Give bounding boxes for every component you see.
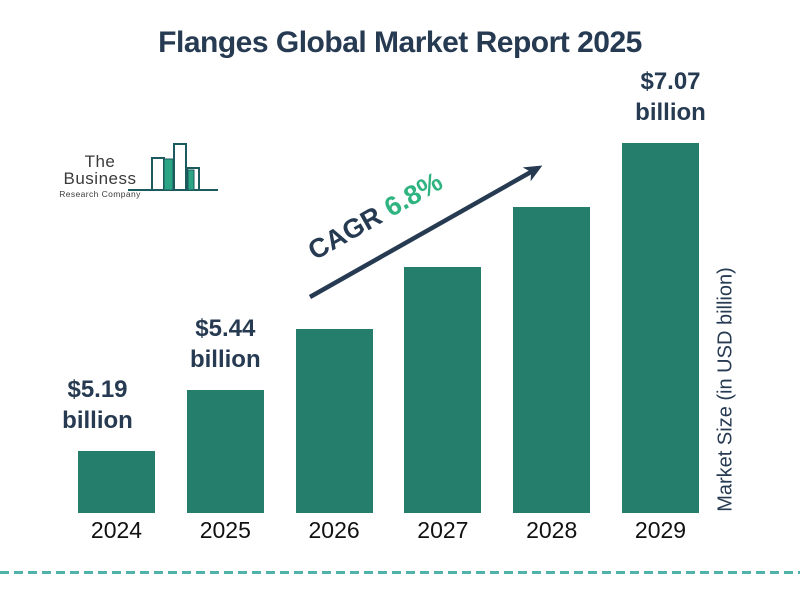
bar-2025 xyxy=(186,390,264,513)
logo-company-name: The Business xyxy=(63,152,137,188)
x-tick-2028: 2028 xyxy=(526,517,578,543)
value-label-line: billion xyxy=(635,99,706,126)
value-label-line: $5.19 xyxy=(67,376,128,403)
x-tick-2027: 2027 xyxy=(417,517,469,543)
x-tick-2025: 2025 xyxy=(199,517,251,543)
x-tick-2029: 2029 xyxy=(634,517,687,543)
bar-2024 xyxy=(78,451,155,513)
bar-2026 xyxy=(295,329,373,513)
value-label-2029: $7.07 billion xyxy=(611,66,731,128)
y-axis-label: Market Size (in USD billion) xyxy=(714,267,737,512)
value-label-line: billion xyxy=(189,346,261,373)
value-label-2024: $5.19 billion xyxy=(38,374,158,436)
logo-text: The Business Research Company xyxy=(48,153,152,199)
value-label-line: $7.07 xyxy=(640,68,701,95)
page-title: Flanges Global Market Report 2025 xyxy=(158,26,642,59)
bar-2028 xyxy=(513,207,591,513)
x-tick-2024: 2024 xyxy=(90,517,143,543)
cagr-prefix-label: CAGR xyxy=(302,200,387,266)
cagr-value-label: 6.8% xyxy=(379,166,448,223)
value-label-2025: $5.44 billion xyxy=(165,313,285,375)
bottom-dashed-divider xyxy=(0,571,800,574)
logo-bar-chart-icon xyxy=(128,143,218,191)
logo-company-tagline: Research Company xyxy=(59,189,141,199)
bar-2029 xyxy=(622,143,699,513)
value-label-line: billion xyxy=(62,407,133,434)
x-tick-2026: 2026 xyxy=(308,517,360,543)
value-label-line: $5.44 xyxy=(195,315,256,342)
cagr-annotation: CAGR6.8% xyxy=(302,165,448,268)
company-logo: The Business Research Company xyxy=(0,0,240,210)
bar-2027 xyxy=(404,267,482,513)
